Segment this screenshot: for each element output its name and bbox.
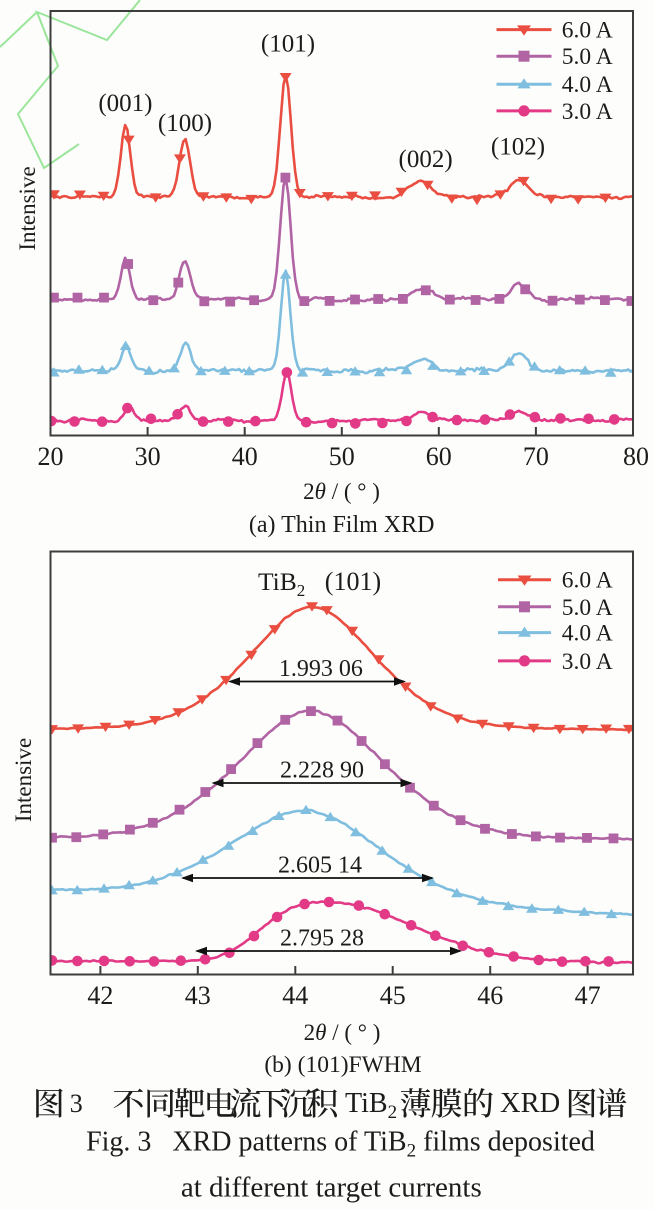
svg-text:6.0 A: 6.0 A <box>562 568 613 594</box>
svg-text:4.0 A: 4.0 A <box>562 72 613 98</box>
svg-text:50: 50 <box>329 442 355 471</box>
svg-text:42: 42 <box>87 981 113 1010</box>
svg-text:(001): (001) <box>98 90 152 117</box>
svg-text:Fig. 3 XRD patterns of TiB2: Fig. 3 XRD patterns of TiB2 films deposi… <box>86 1127 595 1162</box>
svg-text:(002): (002) <box>399 146 453 173</box>
svg-text:45: 45 <box>380 981 406 1010</box>
svg-text:XRD: XRD <box>500 1088 560 1119</box>
svg-text:20: 20 <box>38 442 64 471</box>
svg-text:47: 47 <box>575 981 601 1010</box>
svg-text:60: 60 <box>426 442 452 471</box>
svg-text:1.993 06: 1.993 06 <box>279 656 363 682</box>
svg-text:6.0 A: 6.0 A <box>562 18 613 44</box>
svg-text:2.605 14: 2.605 14 <box>278 853 362 879</box>
svg-text:4.0 A: 4.0 A <box>562 621 613 647</box>
svg-text:2θ / ( ° ): 2θ / ( ° ) <box>303 479 380 504</box>
svg-text:44: 44 <box>282 981 308 1010</box>
svg-text:(b) (101)FWHM: (b) (101)FWHM <box>264 1052 421 1078</box>
svg-text:(100): (100) <box>158 110 212 137</box>
svg-text:30: 30 <box>135 442 161 471</box>
svg-text:2θ / ( ° ): 2θ / ( ° ) <box>304 1020 381 1045</box>
svg-text:80: 80 <box>623 442 649 471</box>
svg-text:43: 43 <box>185 981 211 1010</box>
svg-text:(102): (102) <box>491 134 545 161</box>
svg-text:5.0 A: 5.0 A <box>562 44 613 70</box>
svg-text:2.795 28: 2.795 28 <box>280 926 364 952</box>
svg-text:Intensive: Intensive <box>15 166 40 250</box>
svg-text:(a) Thin Film XRD: (a) Thin Film XRD <box>249 512 435 538</box>
svg-text:40: 40 <box>232 442 258 471</box>
svg-text:3.0 A: 3.0 A <box>562 649 613 675</box>
svg-text:(101): (101) <box>261 31 315 58</box>
svg-text:Intensive: Intensive <box>11 738 36 822</box>
svg-text:2.228 90: 2.228 90 <box>280 758 364 784</box>
svg-text:at different target currents: at different target currents <box>181 1172 482 1204</box>
svg-text:46: 46 <box>477 981 503 1010</box>
svg-text:70: 70 <box>523 442 549 471</box>
svg-text:3: 3 <box>70 1089 83 1118</box>
svg-text:TiB2 (101): TiB2 (101) <box>258 567 381 600</box>
svg-text:3.0 A: 3.0 A <box>562 99 613 125</box>
svg-text:5.0 A: 5.0 A <box>562 595 613 621</box>
